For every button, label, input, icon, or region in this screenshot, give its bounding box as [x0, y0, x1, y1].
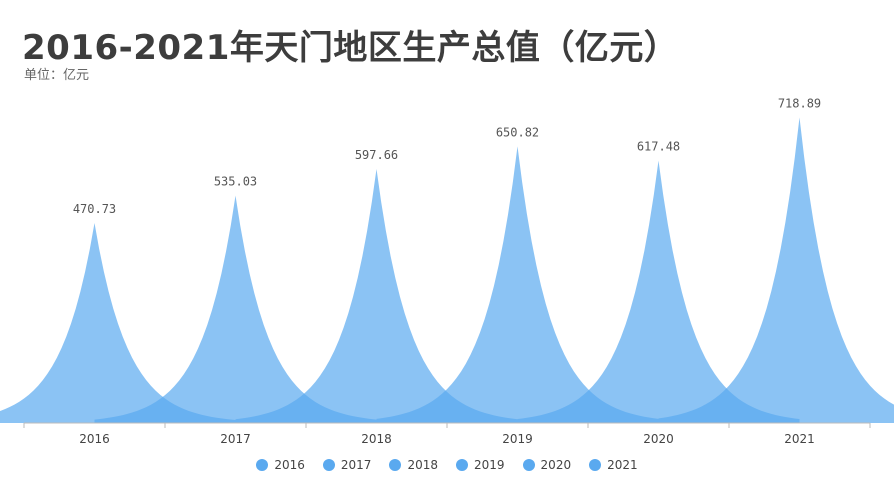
bar-spike-2021	[658, 117, 894, 423]
data-label-2021: 718.89	[778, 96, 821, 110]
bar-spike-2019	[376, 146, 659, 423]
legend-item-2020[interactable]: 2020	[522, 458, 572, 472]
legend-label: 2019	[474, 458, 505, 472]
bar-spike-2018	[235, 168, 518, 423]
legend-marker	[389, 459, 402, 471]
legend-item-2019[interactable]: 2019	[456, 458, 505, 472]
x-tick-label-2016: 2016	[79, 432, 110, 446]
x-tick-label-2017: 2017	[220, 432, 251, 446]
legend-item-2016[interactable]: 2016	[256, 458, 305, 472]
data-label-2019: 650.82	[496, 125, 539, 139]
legend-marker	[456, 459, 468, 471]
x-tick-label-2020: 2020	[643, 432, 674, 446]
legend-marker	[322, 459, 335, 471]
bar-spike-2016	[0, 222, 236, 423]
legend-label: 2016	[274, 458, 305, 472]
legend-marker	[522, 459, 535, 471]
x-tick-label-2018: 2018	[361, 432, 392, 446]
series-spikes	[0, 117, 894, 423]
data-label-2018: 597.66	[355, 148, 398, 162]
legend-marker	[589, 459, 602, 471]
legend-item-2017[interactable]: 2017	[322, 458, 372, 472]
chart-title: 2016-2021年天门地区生产总值（亿元）	[22, 28, 679, 68]
legend-label: 2018	[407, 458, 438, 472]
x-tick-label-2019: 2019	[502, 432, 533, 446]
data-label-2017: 535.03	[214, 175, 257, 189]
legend-item-2018[interactable]: 2018	[389, 458, 438, 472]
x-tick-label-2021: 2021	[784, 432, 815, 446]
chart-plot: 470.73 2016 535.03 2017 597.66 2018 650.82 2019…	[0, 96, 894, 446]
legend-label: 2017	[340, 458, 372, 472]
legend-label: 2020	[540, 458, 572, 472]
bar-spike-2017	[94, 195, 377, 423]
chart-subtitle: 单位：亿元	[24, 68, 90, 83]
legend-item-2021[interactable]: 2021	[589, 458, 638, 472]
legend-label: 2021	[607, 458, 638, 472]
legend-marker	[256, 459, 269, 471]
data-label-2020: 617.48	[637, 140, 680, 154]
data-label-2016: 470.73	[73, 202, 116, 216]
bar-spike-2020	[517, 160, 800, 423]
chart-legend: 2016 2017 2018 2019 2020 2021	[0, 458, 894, 472]
